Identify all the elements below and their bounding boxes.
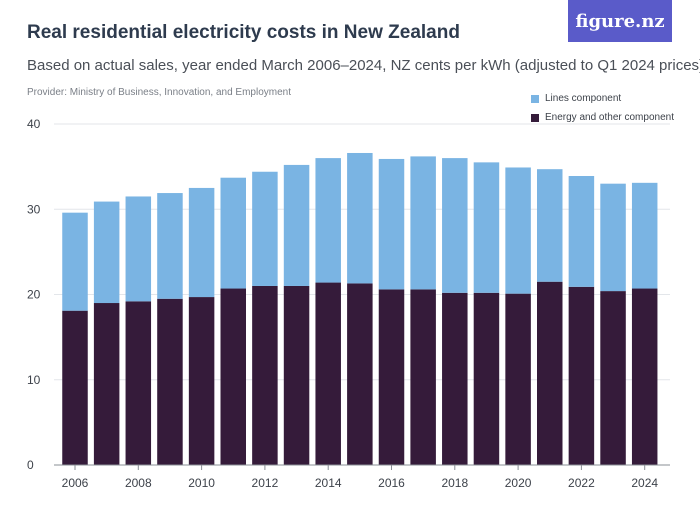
y-tick-label-40: 40 — [27, 117, 41, 131]
bar-energy-2009 — [157, 298, 183, 465]
x-tick-label-2024: 2024 — [631, 476, 658, 490]
bar-lines-2010 — [188, 187, 215, 298]
bar-energy-2021 — [537, 281, 563, 465]
bar-energy-2007 — [93, 303, 120, 465]
bar-lines-2006 — [62, 212, 88, 311]
bar-lines-2011 — [220, 177, 246, 289]
legend-label-energy: Energy and other component — [545, 112, 674, 123]
bar-energy-2012 — [252, 285, 278, 465]
bar-lines-2022 — [568, 176, 595, 287]
chart-subtitle: Based on actual sales, year ended March … — [27, 57, 700, 74]
bar-energy-2006 — [62, 310, 88, 465]
chart-title: Real residential electricity costs in Ne… — [27, 22, 460, 43]
bar-energy-2016 — [378, 289, 405, 465]
legend-item-lines: Lines component — [531, 89, 674, 108]
bar-energy-2011 — [220, 288, 246, 465]
bar-lines-2023 — [600, 183, 626, 292]
bar-energy-2015 — [347, 283, 373, 465]
bar-energy-2019 — [473, 292, 500, 465]
bar-energy-2022 — [568, 286, 595, 465]
bar-lines-2008 — [125, 196, 152, 302]
legend-item-energy: Energy and other component — [531, 108, 674, 127]
x-tick-label-2022: 2022 — [568, 476, 595, 490]
bar-lines-2019 — [473, 162, 500, 293]
bar-energy-2014 — [315, 282, 341, 465]
bar-energy-2023 — [600, 291, 626, 465]
y-tick-label-0: 0 — [27, 458, 34, 472]
bar-lines-2016 — [378, 158, 405, 290]
bar-lines-2017 — [410, 156, 436, 290]
x-tick-label-2008: 2008 — [125, 476, 152, 490]
bar-energy-2010 — [188, 297, 215, 465]
x-tick-label-2018: 2018 — [441, 476, 468, 490]
x-tick-label-2010: 2010 — [188, 476, 215, 490]
bar-lines-2020 — [505, 167, 531, 294]
bar-lines-2024 — [631, 182, 658, 289]
bar-energy-2024 — [631, 288, 658, 465]
bar-energy-2017 — [410, 289, 436, 465]
figure-nz-logo[interactable]: figure.nz — [568, 0, 672, 42]
x-tick-label-2014: 2014 — [315, 476, 342, 490]
x-tick-label-2016: 2016 — [378, 476, 405, 490]
legend-swatch-energy — [531, 113, 539, 122]
bar-energy-2008 — [125, 301, 152, 465]
x-tick-label-2020: 2020 — [505, 476, 532, 490]
bar-lines-2013 — [283, 164, 310, 286]
bar-energy-2018 — [442, 292, 468, 465]
bar-lines-2018 — [442, 158, 468, 293]
x-tick-label-2006: 2006 — [62, 476, 89, 490]
y-tick-label-30: 30 — [27, 202, 41, 216]
bar-lines-2014 — [315, 158, 341, 283]
chart-legend: Lines component Energy and other compone… — [531, 89, 674, 127]
bar-lines-2009 — [157, 193, 183, 299]
bar-energy-2020 — [505, 293, 531, 465]
legend-swatch-lines — [531, 94, 539, 103]
provider-text: Provider: Ministry of Business, Innovati… — [27, 87, 292, 98]
bar-lines-2007 — [93, 201, 120, 304]
bar-lines-2015 — [347, 152, 373, 284]
bar-lines-2021 — [537, 169, 563, 282]
bar-lines-2012 — [252, 171, 278, 286]
legend-label-lines: Lines component — [545, 93, 622, 104]
bar-energy-2013 — [283, 285, 310, 465]
y-tick-label-10: 10 — [27, 373, 41, 387]
y-tick-label-20: 20 — [27, 288, 41, 302]
x-tick-label-2012: 2012 — [252, 476, 279, 490]
